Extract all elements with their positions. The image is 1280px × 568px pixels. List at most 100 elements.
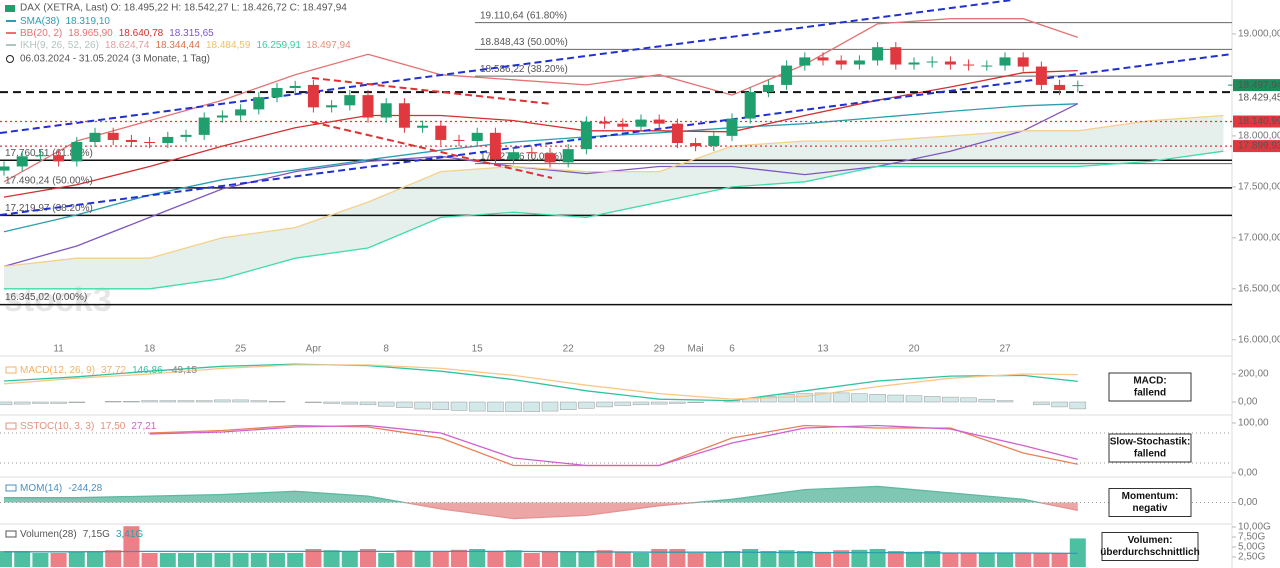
legend-title: Volumen(28) <box>20 529 77 540</box>
candle-body <box>398 103 410 128</box>
candle-body <box>198 117 210 135</box>
status-box <box>1108 372 1192 402</box>
price-label: 18.497,94 <box>1238 80 1280 91</box>
volume-bar <box>196 553 213 567</box>
price-box <box>1233 140 1280 153</box>
status-text: MACD: <box>1133 376 1166 387</box>
histogram-bar <box>377 401 395 407</box>
fib-label: 17.490,24 (50.00%) <box>5 175 93 186</box>
indicator-line <box>4 550 1078 555</box>
volume-bar <box>269 553 285 567</box>
volume-bar <box>0 551 12 567</box>
candle-body <box>999 57 1011 66</box>
candle-body <box>963 64 975 66</box>
legend-icon <box>5 366 17 374</box>
x-tick-label: 6 <box>729 344 735 355</box>
candle-body <box>471 132 483 141</box>
histogram-bar <box>869 394 886 403</box>
histogram-bar <box>432 401 450 410</box>
histogram-bar <box>523 401 541 412</box>
volume-bar <box>14 551 31 567</box>
chart-subtitle: 06.03.2024 - 31.05.2024 (3 Monate, 1 Tag… <box>20 54 210 65</box>
candle-body <box>744 92 756 119</box>
histogram-bar <box>669 401 686 404</box>
histogram-bar <box>687 401 704 403</box>
histogram-bar <box>414 401 431 410</box>
histogram-bar <box>887 394 905 403</box>
indicator-line <box>3 69 1078 198</box>
volume-bar <box>724 551 740 567</box>
histogram-bar <box>996 400 1014 403</box>
fib-label: 18.586,22 (38.20%) <box>480 64 568 75</box>
price-box <box>1233 79 1280 92</box>
volume-bar <box>396 550 413 567</box>
volume-bar <box>578 551 595 567</box>
indicator-line <box>149 424 1078 467</box>
trend-line <box>0 53 1233 216</box>
y-tick-label: 5,00G <box>1238 542 1265 553</box>
volume-bar <box>250 553 267 567</box>
legend-value: 37,72 <box>101 365 126 376</box>
legend-value: -244,28 <box>68 483 102 494</box>
histogram-bar <box>268 401 286 403</box>
volume-bar <box>542 551 558 567</box>
volume-bar <box>360 549 376 567</box>
histogram-bar <box>832 392 850 403</box>
candle-body <box>508 152 520 160</box>
x-tick-label: Apr <box>306 344 322 355</box>
x-tick-label: Mai <box>688 344 704 355</box>
volume-bar <box>87 551 103 567</box>
fib-label: 19.110,64 (61.80%) <box>480 10 567 21</box>
legend-icon <box>5 530 17 538</box>
volume-bar <box>742 549 759 567</box>
legend-value: 146,86 <box>132 365 163 376</box>
histogram-bar <box>232 399 249 403</box>
candle-body <box>289 85 301 88</box>
histogram-bar <box>13 401 31 405</box>
legend-value: 18.497,94 <box>306 40 351 51</box>
legend-value: 18.344,44 <box>155 40 200 51</box>
volume-bar <box>633 553 649 567</box>
candle-body <box>853 60 865 65</box>
status-text: fallend <box>1134 449 1166 460</box>
histogram-bar <box>177 400 195 403</box>
candle-body <box>107 132 119 140</box>
volume-bar <box>287 553 304 567</box>
candle-body <box>726 118 738 136</box>
histogram-bar <box>923 396 941 403</box>
fib-label: 18.848,43 (50.00%) <box>480 37 568 48</box>
histogram-bar <box>195 400 213 403</box>
candle-body <box>544 153 556 163</box>
legend-value: 18.315,65 <box>169 28 214 39</box>
histogram-bar <box>50 401 67 404</box>
candle-body <box>344 95 356 106</box>
volume-bar <box>614 551 631 567</box>
candle-body <box>890 47 902 65</box>
y-tick-label: 0,00 <box>1238 397 1258 408</box>
candle-body <box>489 132 501 160</box>
legend-icon <box>5 5 15 12</box>
candle-body <box>144 142 156 144</box>
candle-body <box>872 47 884 61</box>
histogram-bar <box>1033 401 1050 406</box>
histogram-bar <box>396 401 413 408</box>
candle-body <box>307 84 319 108</box>
volume-bar <box>851 549 868 567</box>
y-tick-label: 17.500,00 <box>1238 181 1280 192</box>
candle-body <box>162 136 174 144</box>
volume-bar <box>159 553 176 567</box>
legend-value: -49,15 <box>169 365 198 376</box>
histogram-bar <box>123 401 140 403</box>
histogram-bar <box>814 392 832 403</box>
indicator-line <box>4 485 1078 520</box>
legend-value: 3,41G <box>116 529 143 540</box>
candle-body <box>89 132 101 143</box>
volume-bar <box>705 551 722 567</box>
candle-body <box>799 57 811 66</box>
volume-bar <box>942 553 959 567</box>
histogram-bar <box>323 401 340 404</box>
fib-label: 16.345,02 (0.00%) <box>5 292 87 303</box>
legend-icon <box>5 422 17 430</box>
histogram-bar <box>650 401 668 405</box>
candle-body <box>981 65 993 67</box>
